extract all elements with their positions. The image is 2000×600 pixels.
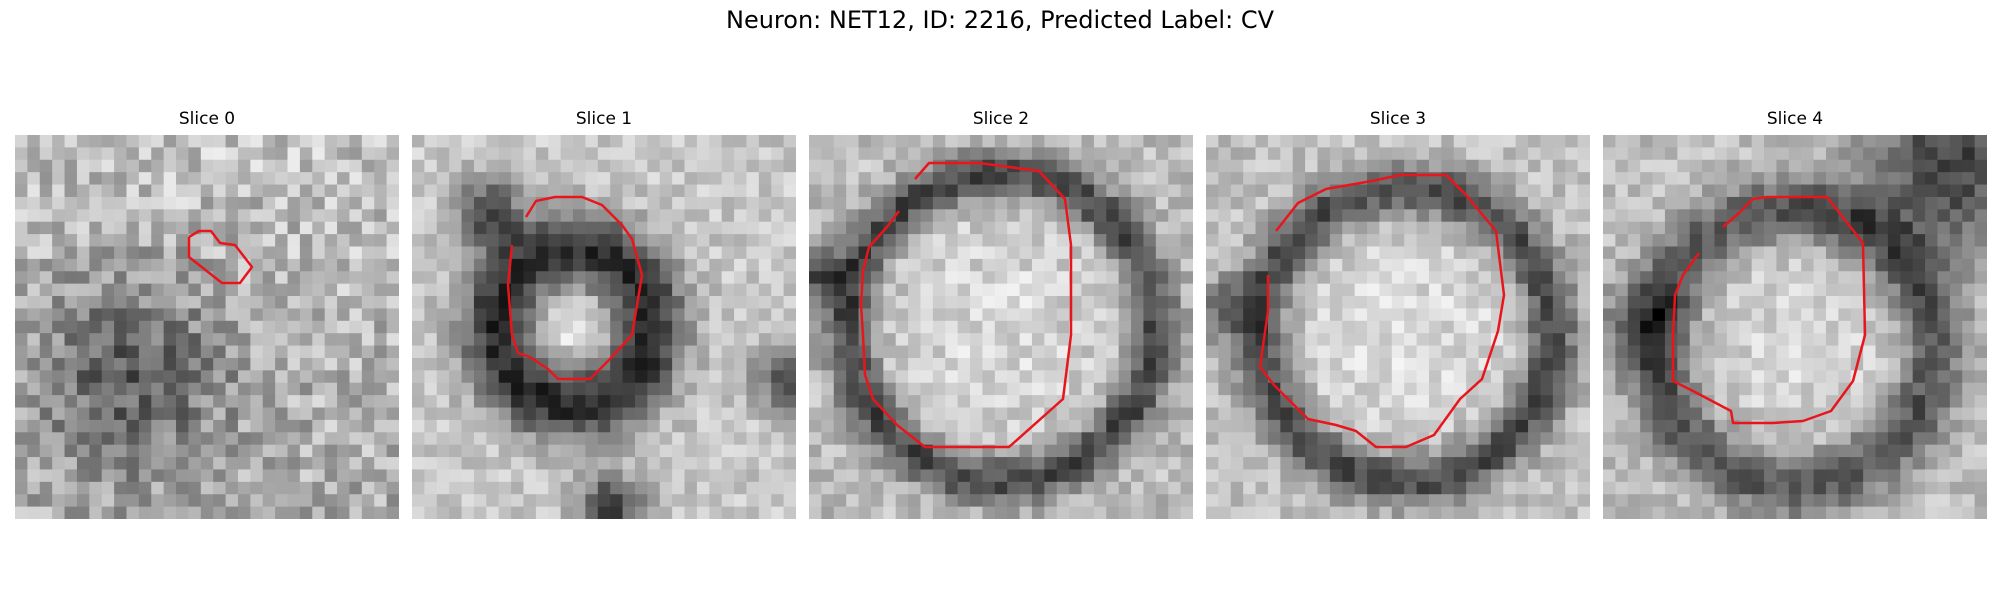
slice-image (412, 135, 796, 519)
slice-title: Slice 1 (575, 109, 633, 129)
segmentation-contour (187, 229, 254, 285)
slice-panel-1: Slice 1 (412, 106, 796, 519)
slice-panel-4: Slice 4 (1603, 106, 1987, 519)
segmentation-contour (1671, 195, 1867, 425)
slice-image (1603, 135, 1987, 519)
segmentation-contour (859, 161, 1073, 449)
figure-title: Neuron: NET12, ID: 2216, Predicted Label… (726, 6, 1274, 34)
segmentation-contour (506, 195, 644, 381)
slice-title: Slice 2 (972, 109, 1030, 129)
segmentation-contour (1258, 173, 1506, 449)
slice-title: Slice 3 (1369, 109, 1427, 129)
slice-panel-2: Slice 2 (809, 106, 1193, 519)
slice-title: Slice 0 (178, 109, 236, 129)
slice-image (1206, 135, 1590, 519)
slice-panel-3: Slice 3 (1206, 106, 1590, 519)
slice-panel-0: Slice 0 (15, 106, 399, 519)
slice-image (15, 135, 399, 519)
slice-title: Slice 4 (1766, 109, 1824, 129)
slice-image (809, 135, 1193, 519)
